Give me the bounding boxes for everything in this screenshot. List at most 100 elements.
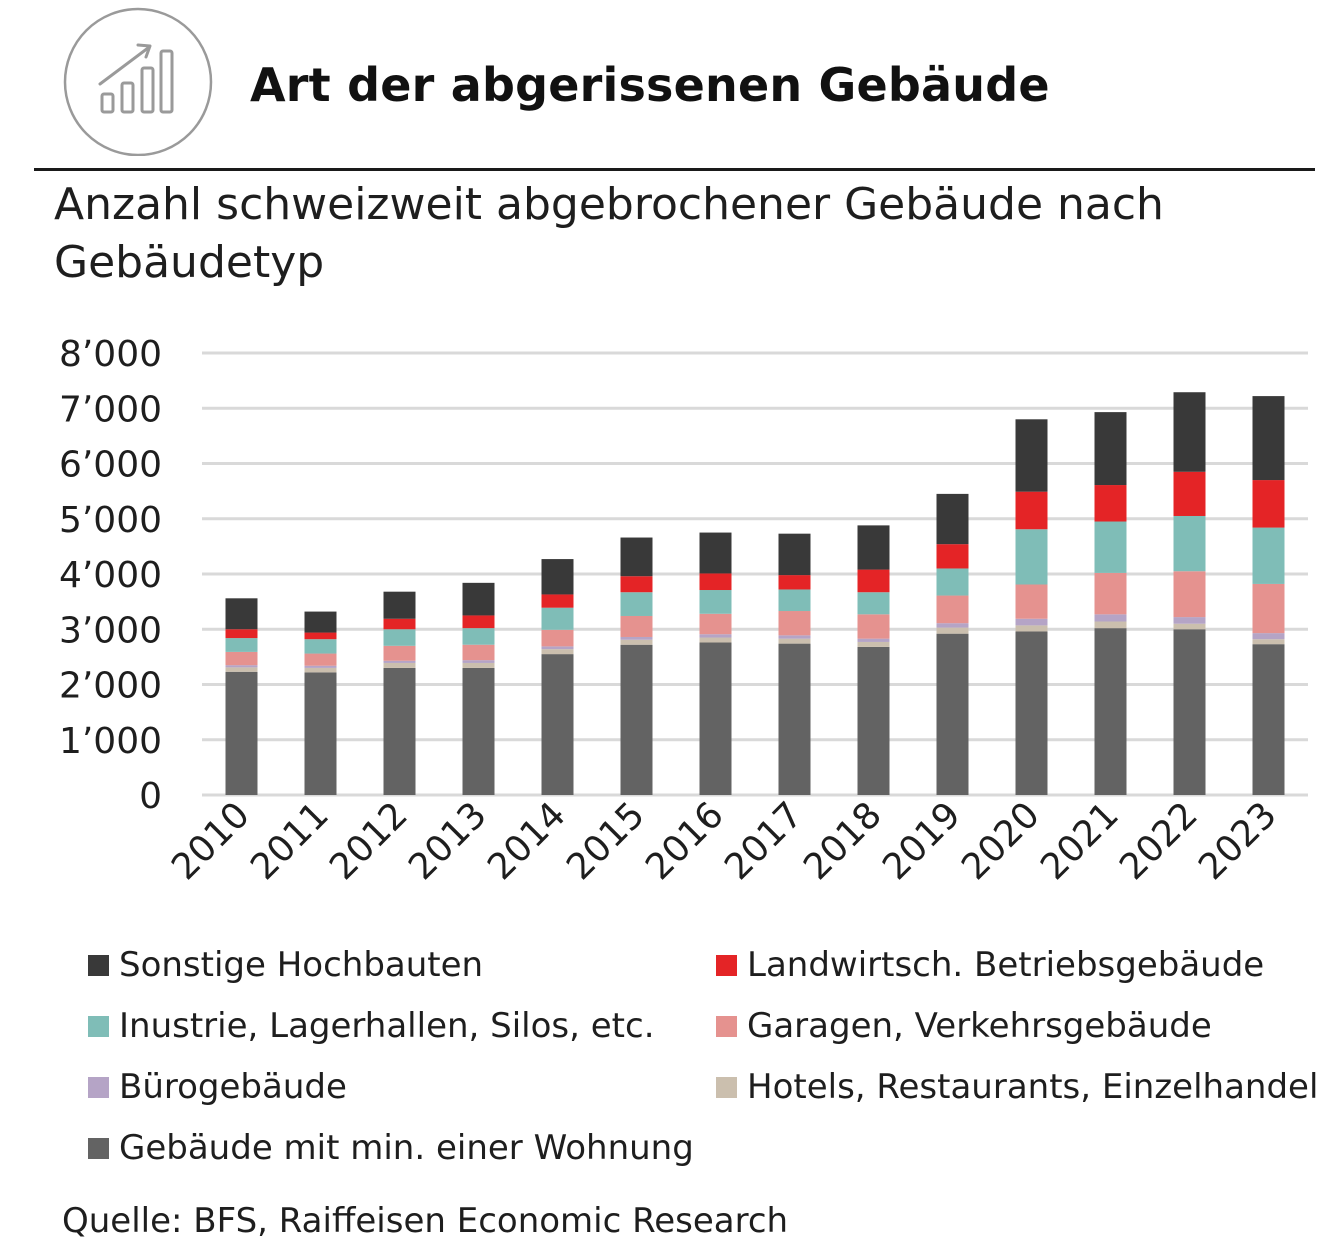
legend-label: Bürogebäude bbox=[119, 1067, 347, 1107]
bar-segment bbox=[857, 641, 890, 647]
bar-segment bbox=[383, 645, 416, 661]
bar-segment bbox=[383, 662, 416, 668]
y-tick-label: 7’000 bbox=[59, 389, 162, 430]
source-note: Quelle: BFS, Raiffeisen Economic Researc… bbox=[62, 1201, 789, 1241]
bar-segment bbox=[1173, 629, 1206, 795]
x-tick-label: 2023 bbox=[1191, 794, 1285, 888]
bar-segment bbox=[1252, 644, 1285, 795]
bar-segment bbox=[857, 569, 890, 593]
bar-segment bbox=[383, 618, 416, 630]
bar-segment bbox=[1252, 527, 1285, 584]
bar-segment bbox=[1015, 631, 1048, 795]
header-divider bbox=[34, 168, 1315, 171]
x-tick-label: 2022 bbox=[1112, 794, 1206, 888]
bar-segment bbox=[1015, 529, 1048, 585]
bar-segment bbox=[620, 639, 653, 645]
bar-segment bbox=[936, 627, 969, 634]
bar-segment bbox=[1094, 614, 1127, 622]
bar-segment bbox=[304, 667, 337, 673]
bar-segment bbox=[778, 575, 811, 590]
bar-segment bbox=[699, 642, 732, 795]
bar-segment bbox=[1173, 571, 1206, 618]
bar-segment bbox=[304, 672, 337, 795]
legend-swatch bbox=[716, 1076, 737, 1098]
y-tick-label: 1’000 bbox=[59, 721, 162, 762]
bar-segment bbox=[936, 493, 969, 545]
bar-segment bbox=[1094, 628, 1127, 795]
bar-segment bbox=[778, 611, 811, 636]
legend-swatch bbox=[716, 954, 737, 976]
bar-segment bbox=[541, 629, 574, 647]
bar-segment bbox=[541, 559, 574, 595]
bar-segment bbox=[1173, 617, 1206, 624]
bar-segment bbox=[936, 623, 969, 628]
bar-segment bbox=[225, 651, 258, 666]
bar-segment bbox=[304, 611, 337, 633]
bar-chart-growth-icon bbox=[62, 4, 214, 157]
legend-swatch bbox=[88, 1015, 109, 1037]
legend-swatch bbox=[88, 1076, 109, 1098]
y-tick-label: 3’000 bbox=[59, 610, 162, 651]
y-tick-label: 8’000 bbox=[59, 334, 162, 375]
x-tick-label: 2020 bbox=[954, 794, 1048, 888]
x-tick-label: 2019 bbox=[875, 794, 969, 888]
legend-label: Gebäude mit min. einer Wohnung bbox=[119, 1128, 694, 1168]
y-tick-label: 2’000 bbox=[59, 666, 162, 707]
bar-segment bbox=[778, 643, 811, 795]
bar-segment bbox=[304, 653, 337, 666]
bar-segment bbox=[699, 573, 732, 591]
bar-segment bbox=[1252, 639, 1285, 645]
legend-item-sonstige-hochbauten: Sonstige Hochbauten bbox=[88, 945, 483, 985]
x-tick-label: 2014 bbox=[480, 794, 574, 888]
legend-item-hotels: Hotels, Restaurants, Einzelhandel bbox=[716, 1067, 1318, 1107]
x-tick-label: 2018 bbox=[796, 794, 890, 888]
bar-segment bbox=[857, 646, 890, 795]
x-tick-label: 2017 bbox=[717, 794, 811, 888]
legend-item-garagen: Garagen, Verkehrsgebäude bbox=[716, 1006, 1212, 1046]
bar-segment bbox=[541, 649, 574, 655]
bar-segment bbox=[304, 665, 337, 668]
bar-segment bbox=[620, 537, 653, 577]
bar-segment bbox=[1252, 583, 1285, 634]
y-tick-label: 6’000 bbox=[59, 445, 162, 486]
x-tick-label: 2011 bbox=[243, 794, 337, 888]
bar-segment bbox=[699, 590, 732, 614]
legend-swatch bbox=[716, 1015, 737, 1037]
bar-segment bbox=[699, 613, 732, 635]
legend-item-industrie: Inustrie, Lagerhallen, Silos, etc. bbox=[88, 1006, 655, 1046]
bar-segment bbox=[620, 592, 653, 616]
bar-segment bbox=[225, 598, 258, 630]
legend-swatch bbox=[88, 1137, 109, 1159]
bar-segment bbox=[620, 636, 653, 640]
bar-segment bbox=[857, 592, 890, 615]
y-tick-label: 5’000 bbox=[59, 500, 162, 541]
bar-segment bbox=[541, 607, 574, 630]
legend-label: Inustrie, Lagerhallen, Silos, etc. bbox=[119, 1006, 655, 1046]
x-tick-label: 2010 bbox=[164, 794, 258, 888]
bar-segment bbox=[778, 589, 811, 612]
bar-segment bbox=[462, 662, 495, 668]
bar-segment bbox=[541, 594, 574, 608]
y-tick-label: 4’000 bbox=[59, 555, 162, 596]
x-tick-label: 2016 bbox=[638, 794, 732, 888]
bar-segment bbox=[462, 644, 495, 661]
bar-segment bbox=[620, 644, 653, 795]
bar-segment bbox=[778, 533, 811, 576]
bar-segment bbox=[1173, 471, 1206, 516]
bar-segment bbox=[383, 660, 416, 663]
bar-segment bbox=[936, 568, 969, 596]
bar-segment bbox=[857, 638, 890, 642]
legend-label: Sonstige Hochbauten bbox=[119, 945, 484, 985]
bar-segment bbox=[857, 525, 890, 570]
x-tick-label: 2021 bbox=[1033, 794, 1127, 888]
bar-segment bbox=[304, 639, 337, 654]
bar-segment bbox=[541, 654, 574, 795]
bar-segment bbox=[225, 665, 258, 668]
bar-segment bbox=[225, 671, 258, 795]
bar-segment bbox=[1015, 491, 1048, 530]
bar-segment bbox=[304, 632, 337, 640]
bar-segment bbox=[383, 629, 416, 646]
bar-segment bbox=[620, 576, 653, 593]
bar-segment bbox=[1252, 480, 1285, 528]
bar-segment bbox=[462, 660, 495, 663]
